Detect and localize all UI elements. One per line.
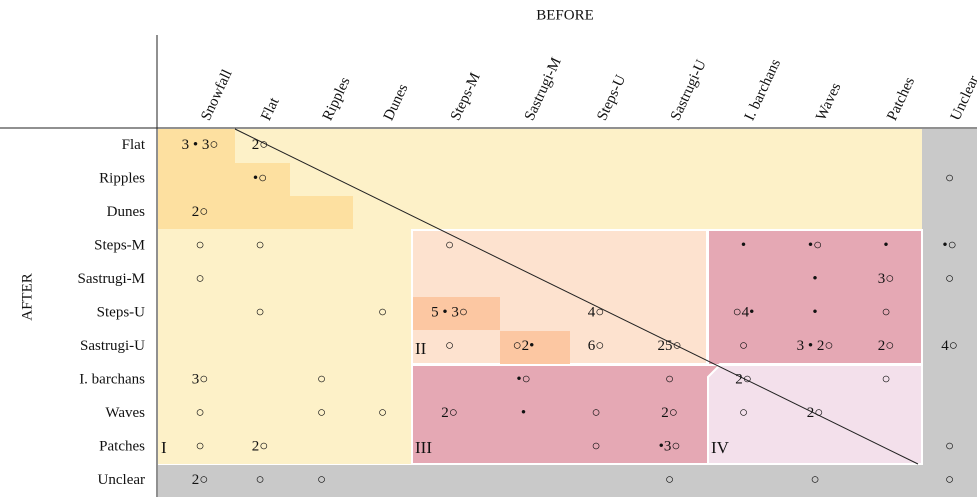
cell: 2○ bbox=[252, 137, 269, 153]
cell: 3 • 2○ bbox=[797, 338, 834, 354]
column-label: Steps-U bbox=[594, 72, 629, 123]
cell: 25○ bbox=[657, 338, 681, 354]
shade bbox=[500, 331, 570, 364]
cell: •○ bbox=[516, 372, 530, 388]
cell: ○ bbox=[665, 472, 674, 488]
cell: 2○ bbox=[192, 204, 209, 220]
cell: •○ bbox=[253, 171, 267, 187]
cell: ○ bbox=[881, 372, 890, 388]
column-label: I. barchans bbox=[742, 57, 784, 124]
cell: ○ bbox=[255, 305, 264, 321]
cell: •○ bbox=[942, 238, 956, 254]
row-label: Patches bbox=[99, 439, 145, 455]
row-label: Waves bbox=[105, 405, 145, 421]
cell: 2○ bbox=[441, 405, 458, 421]
cell: 3○ bbox=[878, 271, 895, 287]
cell: 2○ bbox=[661, 405, 678, 421]
cell: ○ bbox=[881, 305, 890, 321]
cell: ○ bbox=[945, 439, 954, 455]
column-label: Dunes bbox=[381, 81, 412, 123]
shade bbox=[158, 163, 290, 196]
unclear-row-bg bbox=[158, 465, 922, 497]
column-label: Ripples bbox=[320, 75, 354, 123]
side-label: AFTER bbox=[19, 273, 35, 321]
cell: •3○ bbox=[659, 439, 681, 455]
cell: 6○ bbox=[588, 338, 605, 354]
cell: ○ bbox=[945, 271, 954, 287]
cell: • bbox=[812, 271, 817, 287]
cell: ○ bbox=[739, 405, 748, 421]
cell: ○ bbox=[945, 171, 954, 187]
column-label: Snowfall bbox=[198, 67, 235, 123]
region-label: I bbox=[161, 438, 167, 457]
cell: 2○ bbox=[192, 472, 209, 488]
cell: 5 • 3○ bbox=[431, 305, 468, 321]
shade bbox=[158, 196, 353, 229]
region-label: III bbox=[415, 438, 432, 457]
column-label: Steps-M bbox=[448, 70, 484, 123]
cell: ○ bbox=[945, 472, 954, 488]
cell: ○ bbox=[255, 238, 264, 254]
cell: ○ bbox=[445, 238, 454, 254]
cell: ○ bbox=[445, 338, 454, 354]
row-label: Dunes bbox=[107, 204, 145, 220]
region-label: II bbox=[415, 339, 427, 358]
cell: ○ bbox=[195, 271, 204, 287]
cell: ○ bbox=[195, 238, 204, 254]
cell: ○4• bbox=[733, 305, 755, 321]
shade bbox=[158, 129, 235, 163]
cell: ○ bbox=[591, 439, 600, 455]
cell: 3 • 3○ bbox=[182, 137, 219, 153]
cell: 4○ bbox=[941, 338, 958, 354]
region-label: IV bbox=[711, 438, 730, 457]
cell: 2○ bbox=[252, 439, 269, 455]
cell: ○ bbox=[810, 472, 819, 488]
column-label: Unclear bbox=[948, 73, 977, 123]
row-label: I. barchans bbox=[79, 372, 145, 388]
top-label: BEFORE bbox=[536, 7, 594, 23]
cell: • bbox=[883, 238, 888, 254]
row-label: Sastrugi-M bbox=[78, 271, 146, 287]
cell: •○ bbox=[808, 238, 822, 254]
cell: ○ bbox=[255, 472, 264, 488]
row-label: Ripples bbox=[99, 171, 145, 187]
row-label: Sastrugi-U bbox=[80, 338, 145, 354]
shade bbox=[413, 297, 500, 330]
cell: ○ bbox=[378, 305, 387, 321]
cell: ○ bbox=[739, 338, 748, 354]
cell: ○ bbox=[591, 405, 600, 421]
column-label: Sastrugi-U bbox=[668, 57, 710, 123]
diagonal bbox=[234, 128, 919, 465]
row-label: Unclear bbox=[98, 472, 145, 488]
row-label: Steps-U bbox=[97, 305, 146, 321]
row-label: Steps-M bbox=[94, 238, 145, 254]
cell: • bbox=[521, 405, 526, 421]
cell: ○ bbox=[317, 472, 326, 488]
row-label: Flat bbox=[122, 137, 146, 153]
unclear-col-bg bbox=[922, 129, 977, 497]
cell: • bbox=[812, 305, 817, 321]
cell: • bbox=[741, 238, 746, 254]
backgrounds bbox=[0, 35, 977, 497]
cell: 3○ bbox=[192, 372, 209, 388]
column-label: Flat bbox=[258, 94, 283, 123]
cell: 2○ bbox=[735, 372, 752, 388]
cell: ○2• bbox=[513, 338, 535, 354]
cell: ○ bbox=[195, 439, 204, 455]
cell: ○ bbox=[195, 405, 204, 421]
cell: 2○ bbox=[878, 338, 895, 354]
column-label: Waves bbox=[813, 80, 844, 123]
cell: ○ bbox=[665, 372, 674, 388]
cell: ○ bbox=[317, 405, 326, 421]
column-label: Sastrugi-M bbox=[522, 55, 565, 123]
cell: ○ bbox=[317, 372, 326, 388]
cell: ○ bbox=[378, 405, 387, 421]
column-label: Patches bbox=[884, 75, 918, 123]
cell: 4○ bbox=[588, 305, 605, 321]
cell: 2○ bbox=[807, 405, 824, 421]
